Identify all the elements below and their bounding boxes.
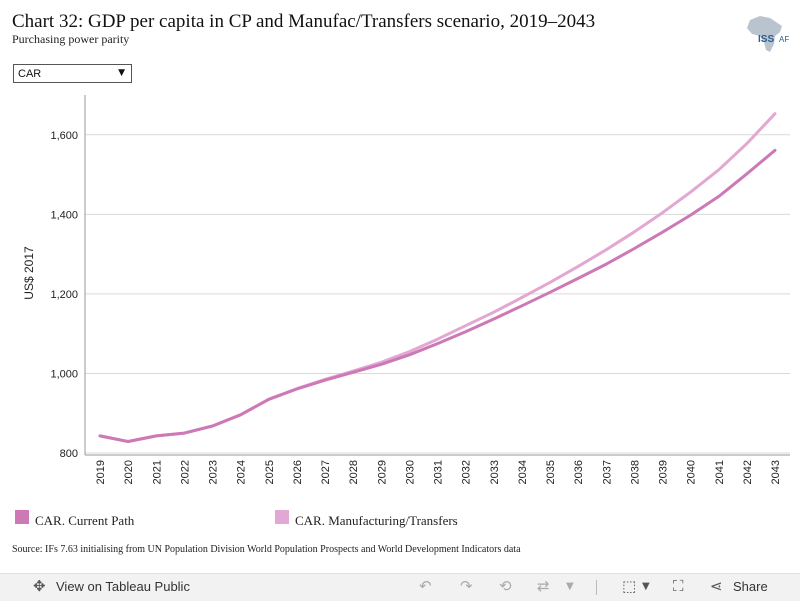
x-tick-label: 2029 <box>376 460 388 484</box>
x-tick-label: 2030 <box>404 460 416 484</box>
x-tick-labels: 2019 2020 2021 2022 2023 2024 2025 2026 2027 2028… <box>95 460 782 484</box>
x-tick-label: 2042 <box>742 460 754 484</box>
x-tick-label: 2024 <box>236 460 248 484</box>
view-on-tableau-public-link[interactable]: View on Tableau Public <box>56 579 190 594</box>
x-tick-label: 2020 <box>123 460 135 484</box>
x-tick-label: 2025 <box>264 460 276 484</box>
undo-icon[interactable]: ↶ <box>419 577 432 595</box>
x-tick-label: 2037 <box>601 460 613 484</box>
country-filter-value: CAR <box>18 68 42 80</box>
legend-swatch-current-path <box>15 510 29 524</box>
refresh-icon[interactable]: ⇄ <box>537 577 550 595</box>
x-tick-label: 2021 <box>151 460 163 484</box>
legend-label-current-path: CAR. Current Path <box>35 513 135 528</box>
x-tick-label: 2022 <box>179 460 191 484</box>
x-tick-label: 2028 <box>348 460 360 484</box>
revert-icon[interactable]: ⟲ <box>499 577 512 595</box>
series-line <box>98 112 777 443</box>
fullscreen-icon[interactable]: ⛶ <box>673 577 684 595</box>
x-tick-label: 2038 <box>629 460 641 484</box>
y-tick-label: 1,600 <box>50 130 78 142</box>
y-tick-label: 1,000 <box>50 368 78 380</box>
x-tick-label: 2033 <box>489 460 501 484</box>
redo-icon[interactable]: ↷ <box>460 577 473 595</box>
axes <box>84 95 790 456</box>
chart-subtitle: Purchasing power parity <box>12 32 130 46</box>
x-tick-label: 2026 <box>292 460 304 484</box>
y-axis-label: US$ 2017 <box>22 246 36 300</box>
x-tick-label: 2027 <box>320 460 332 484</box>
chart-title: Chart 32: GDP per capita in CP and Manuf… <box>12 11 596 32</box>
gridlines <box>85 134 790 454</box>
x-tick-label: 2034 <box>517 460 529 484</box>
x-tick-label: 2041 <box>714 460 726 484</box>
logo-text-af: AF <box>779 35 789 44</box>
y-tick-labels: 800 1,000 1,200 1,400 1,600 <box>50 130 78 460</box>
x-tick-label: 2032 <box>461 460 473 484</box>
issafrica-logo: ISS AF <box>742 14 792 54</box>
x-tick-label: 2031 <box>433 460 445 484</box>
legend-swatch-manufacturing-transfers <box>275 510 289 524</box>
tableau-toolbar: ✥ View on Tableau Public ↶ ↷ ⟲ ⇄ ▼ ⬚ ▼ ⛶… <box>0 573 800 601</box>
y-tick-label: 1,400 <box>50 209 78 221</box>
view-icon[interactable]: ✥ <box>33 577 46 595</box>
toolbar-separator <box>596 580 597 595</box>
download-menu-chevron-icon[interactable]: ▼ <box>642 581 650 592</box>
x-tick-label: 2035 <box>545 460 557 484</box>
series-line <box>98 148 777 443</box>
x-tick-label: 2040 <box>686 460 698 484</box>
x-tick-label: 2039 <box>658 460 670 484</box>
y-tick-label: 1,200 <box>50 289 78 301</box>
x-tick-label: 2019 <box>95 460 107 484</box>
chevron-down-icon: ▼ <box>118 68 125 78</box>
x-tick-label: 2023 <box>208 460 220 484</box>
share-icon[interactable]: ⋖ <box>710 577 723 595</box>
x-tick-label: 2036 <box>573 460 585 484</box>
share-button[interactable]: Share <box>733 579 768 594</box>
line-chart: 800 1,000 1,200 1,400 1,600 2019 2020 2021 2022… <box>22 95 790 484</box>
source-note: Source: IFs 7.63 initialising from UN Po… <box>12 544 521 555</box>
x-tick-label: 2043 <box>770 460 782 484</box>
refresh-menu-chevron-icon[interactable]: ▼ <box>566 581 574 592</box>
country-filter-dropdown[interactable]: CAR ▼ <box>13 64 132 83</box>
y-tick-label: 800 <box>60 448 78 460</box>
logo-text-iss: ISS <box>758 34 774 45</box>
series-lines <box>98 112 777 443</box>
legend-label-manufacturing-transfers: CAR. Manufacturing/Transfers <box>295 513 458 528</box>
download-icon[interactable]: ⬚ <box>622 577 637 595</box>
